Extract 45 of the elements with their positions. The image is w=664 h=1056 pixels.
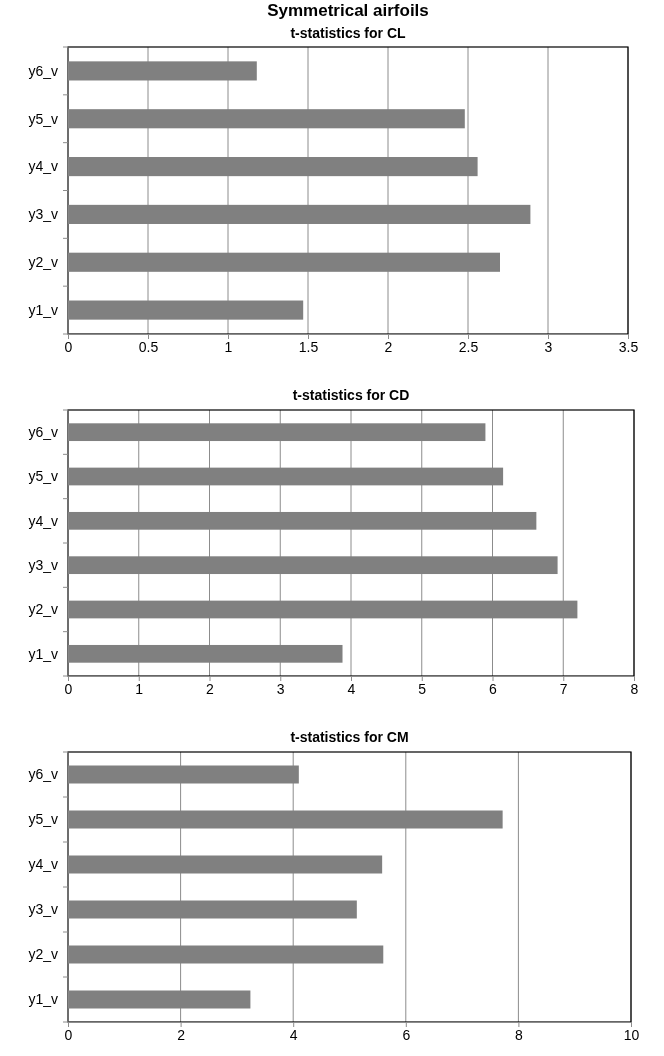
x-tick-label: 4 <box>347 680 356 697</box>
x-tick-label: 2.5 <box>458 338 479 355</box>
y-tick-label: y3_v <box>28 206 58 223</box>
x-tick-label: 5 <box>418 680 427 697</box>
x-tick-label: 1 <box>224 338 233 355</box>
y-tick-label: y5_v <box>28 110 58 127</box>
y-tick-label: y6_v <box>28 62 58 79</box>
x-tick-label: 3 <box>544 338 553 355</box>
x-tick-label: 2 <box>206 680 215 697</box>
y-tick-label: y2_v <box>28 601 58 618</box>
x-tick-label: 0 <box>64 1026 73 1043</box>
y-tick-label: y1_v <box>28 301 58 318</box>
y-tick-label: y5_v <box>28 811 58 828</box>
x-tick-label: 3 <box>276 680 285 697</box>
x-tick-label: 3.5 <box>618 338 639 355</box>
chart-title: t-statistics for CD <box>292 387 410 403</box>
y-tick-label: y6_v <box>28 766 58 783</box>
x-tick-label: 10 <box>623 1026 640 1043</box>
y-tick-label: y1_v <box>28 991 58 1008</box>
x-tick-label: 0 <box>64 680 73 697</box>
y-tick-label: y4_v <box>28 512 58 529</box>
y-tick-label: y3_v <box>28 901 58 918</box>
y-tick-label: y1_v <box>28 645 58 662</box>
x-tick-label: 8 <box>630 680 639 697</box>
chart-title: t-statistics for CM <box>290 729 409 745</box>
x-tick-label: 6 <box>489 680 498 697</box>
y-tick-label: y2_v <box>28 254 58 271</box>
y-tick-label: y2_v <box>28 946 58 963</box>
x-tick-label: 8 <box>515 1026 523 1043</box>
chart-subtitle: t-statistics for CL <box>290 25 407 41</box>
x-tick-label: 6 <box>402 1026 411 1043</box>
y-tick-label: y3_v <box>28 557 58 574</box>
x-tick-label: 1 <box>135 680 144 697</box>
x-tick-label: 2 <box>177 1026 186 1043</box>
x-tick-label: 1.5 <box>298 338 319 355</box>
x-tick-label: 0.5 <box>138 338 159 355</box>
chart-title: Symmetrical airfoils <box>267 1 429 20</box>
x-tick-label: 2 <box>384 338 393 355</box>
y-tick-label: y6_v <box>28 424 58 441</box>
x-tick-label: 4 <box>289 1026 298 1043</box>
x-tick-label: 7 <box>559 680 568 697</box>
x-tick-label: 0 <box>64 338 73 355</box>
y-tick-label: y4_v <box>28 158 58 175</box>
y-tick-label: y5_v <box>28 468 58 485</box>
y-tick-label: y4_v <box>28 856 58 873</box>
